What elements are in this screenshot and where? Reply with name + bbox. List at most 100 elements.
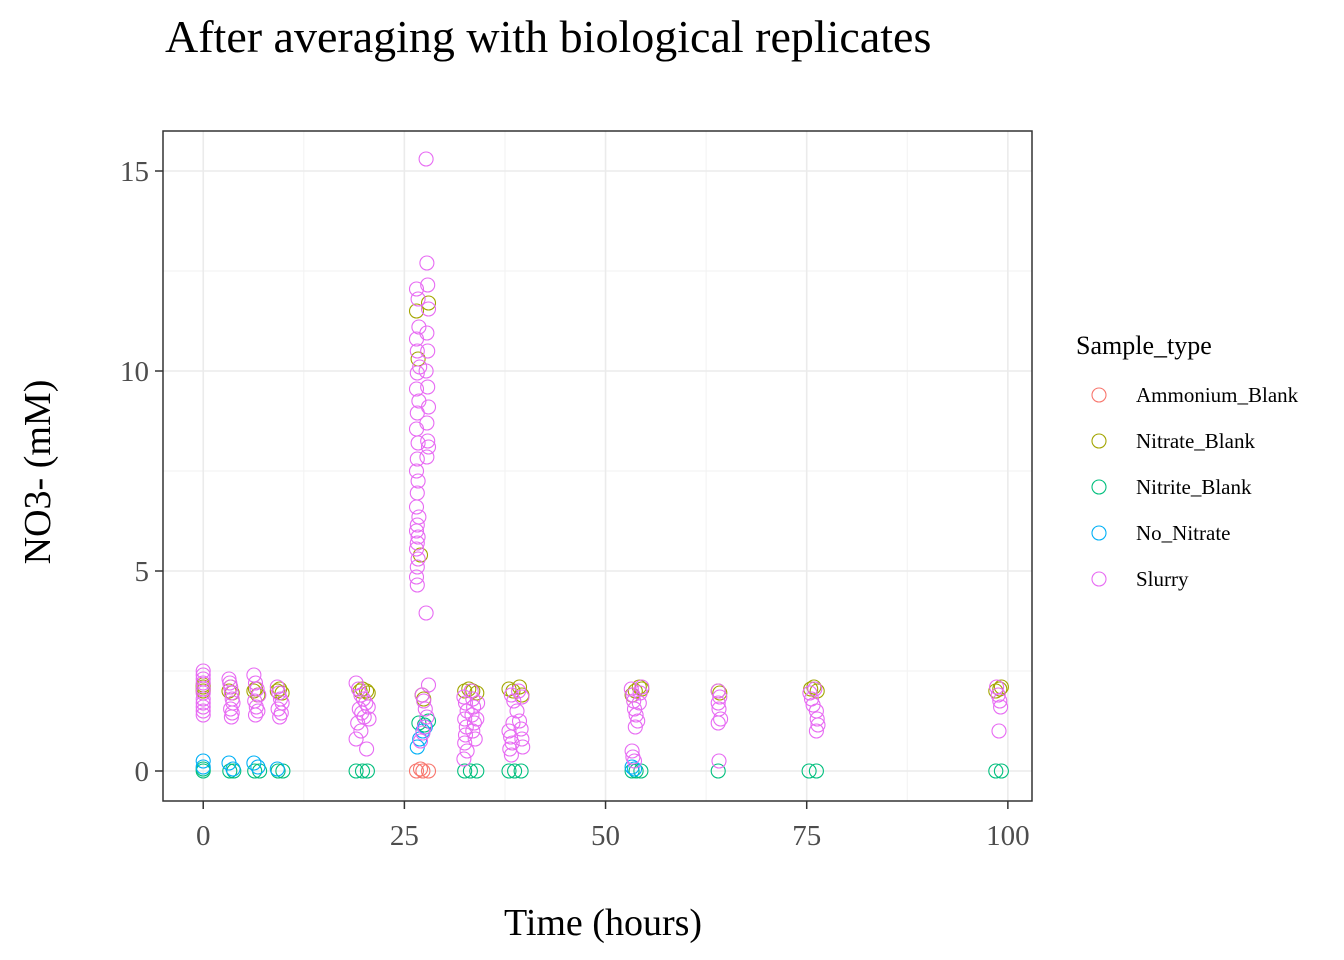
y-tick-label: 0: [135, 756, 150, 788]
data-point: [507, 763, 523, 779]
legend-item: Slurry: [1091, 567, 1189, 591]
data-point: [247, 763, 263, 779]
data-point: [808, 763, 824, 779]
data-point: [466, 699, 482, 715]
data-point: [409, 343, 425, 359]
data-point: [417, 701, 433, 717]
data-point: [359, 741, 375, 757]
data-point: [515, 739, 531, 755]
data-point: [195, 703, 211, 719]
data-point: [409, 365, 425, 381]
data-point: [222, 763, 238, 779]
data-point: [809, 683, 825, 699]
data-point: [418, 363, 434, 379]
data-point: [418, 151, 434, 167]
data-point: [195, 753, 211, 769]
legend-item: Nitrate_Blank: [1091, 429, 1255, 453]
data-point: [247, 707, 264, 723]
data-point: [359, 683, 375, 699]
data-point: [419, 709, 435, 725]
data-point: [992, 681, 1008, 697]
data-point: [350, 715, 366, 731]
legend-key: [1091, 479, 1107, 495]
data-point: [269, 679, 285, 695]
y-axis-label: NO3- (mM): [17, 380, 59, 565]
data-point: [408, 763, 425, 779]
y-tick-label: 5: [135, 556, 150, 588]
data-point: [410, 291, 426, 307]
x-tick-label: 100: [986, 820, 1030, 852]
chart-title: After averaging with biological replicat…: [165, 11, 931, 62]
data-point: [410, 551, 426, 567]
data-point: [195, 707, 211, 723]
data-point: [459, 743, 475, 759]
data-point: [713, 711, 729, 727]
legend-item: Nitrite_Blank: [1091, 475, 1252, 499]
data-point: [626, 701, 643, 717]
data-point: [514, 731, 530, 747]
data-point: [408, 499, 425, 515]
legend-key: [1091, 387, 1107, 403]
data-point: [419, 415, 435, 431]
data-point: [631, 695, 647, 711]
data-point: [630, 713, 646, 729]
data-point: [502, 741, 518, 757]
data-point: [463, 683, 479, 699]
data-point: [418, 605, 434, 621]
data-point: [802, 685, 818, 701]
data-point: [809, 711, 825, 727]
data-point: [409, 535, 425, 551]
data-point: [710, 763, 726, 779]
data-point: [989, 679, 1005, 695]
data-point: [412, 733, 429, 749]
data-point: [223, 679, 239, 695]
data-point: [195, 675, 211, 691]
data-point: [807, 681, 823, 697]
data-point: [501, 723, 517, 739]
data-point: [420, 439, 437, 455]
data-point: [350, 681, 367, 697]
x-tick-label: 0: [196, 820, 211, 852]
data-point: [225, 761, 241, 777]
data-point: [409, 451, 425, 467]
data-point: [457, 727, 474, 743]
series-ammonium-blank: [408, 761, 437, 779]
data-point: [461, 681, 477, 697]
data-point: [353, 723, 369, 739]
data-point: [710, 695, 726, 711]
data-point: [712, 689, 728, 705]
data-point: [470, 695, 486, 711]
data-point: [420, 433, 436, 449]
data-point: [420, 301, 437, 317]
data-point: [348, 763, 364, 779]
data-point: [409, 517, 425, 533]
data-point: [993, 699, 1009, 715]
data-point: [408, 523, 425, 539]
data-point: [469, 711, 485, 727]
data-point: [420, 295, 437, 311]
data-point: [634, 679, 650, 695]
data-point: [513, 763, 529, 779]
x-tick-label: 50: [591, 820, 620, 852]
data-point: [249, 681, 265, 697]
data-point: [269, 761, 285, 777]
legend-item: Ammonium_Blank: [1091, 383, 1299, 407]
data-point: [420, 277, 436, 293]
data-point: [710, 683, 726, 699]
data-point: [250, 703, 266, 719]
data-point: [808, 723, 824, 739]
data-point: [993, 763, 1009, 779]
data-point: [419, 325, 435, 341]
data-point: [408, 281, 425, 297]
data-point: [457, 763, 473, 779]
data-point: [627, 719, 643, 735]
data-point: [408, 381, 425, 397]
data-point: [272, 709, 288, 725]
data-point: [274, 685, 290, 701]
data-point: [628, 707, 644, 723]
data-point: [348, 731, 364, 747]
legend-label: Nitrite_Blank: [1136, 475, 1252, 499]
data-point: [988, 763, 1004, 779]
data-point: [195, 691, 211, 707]
